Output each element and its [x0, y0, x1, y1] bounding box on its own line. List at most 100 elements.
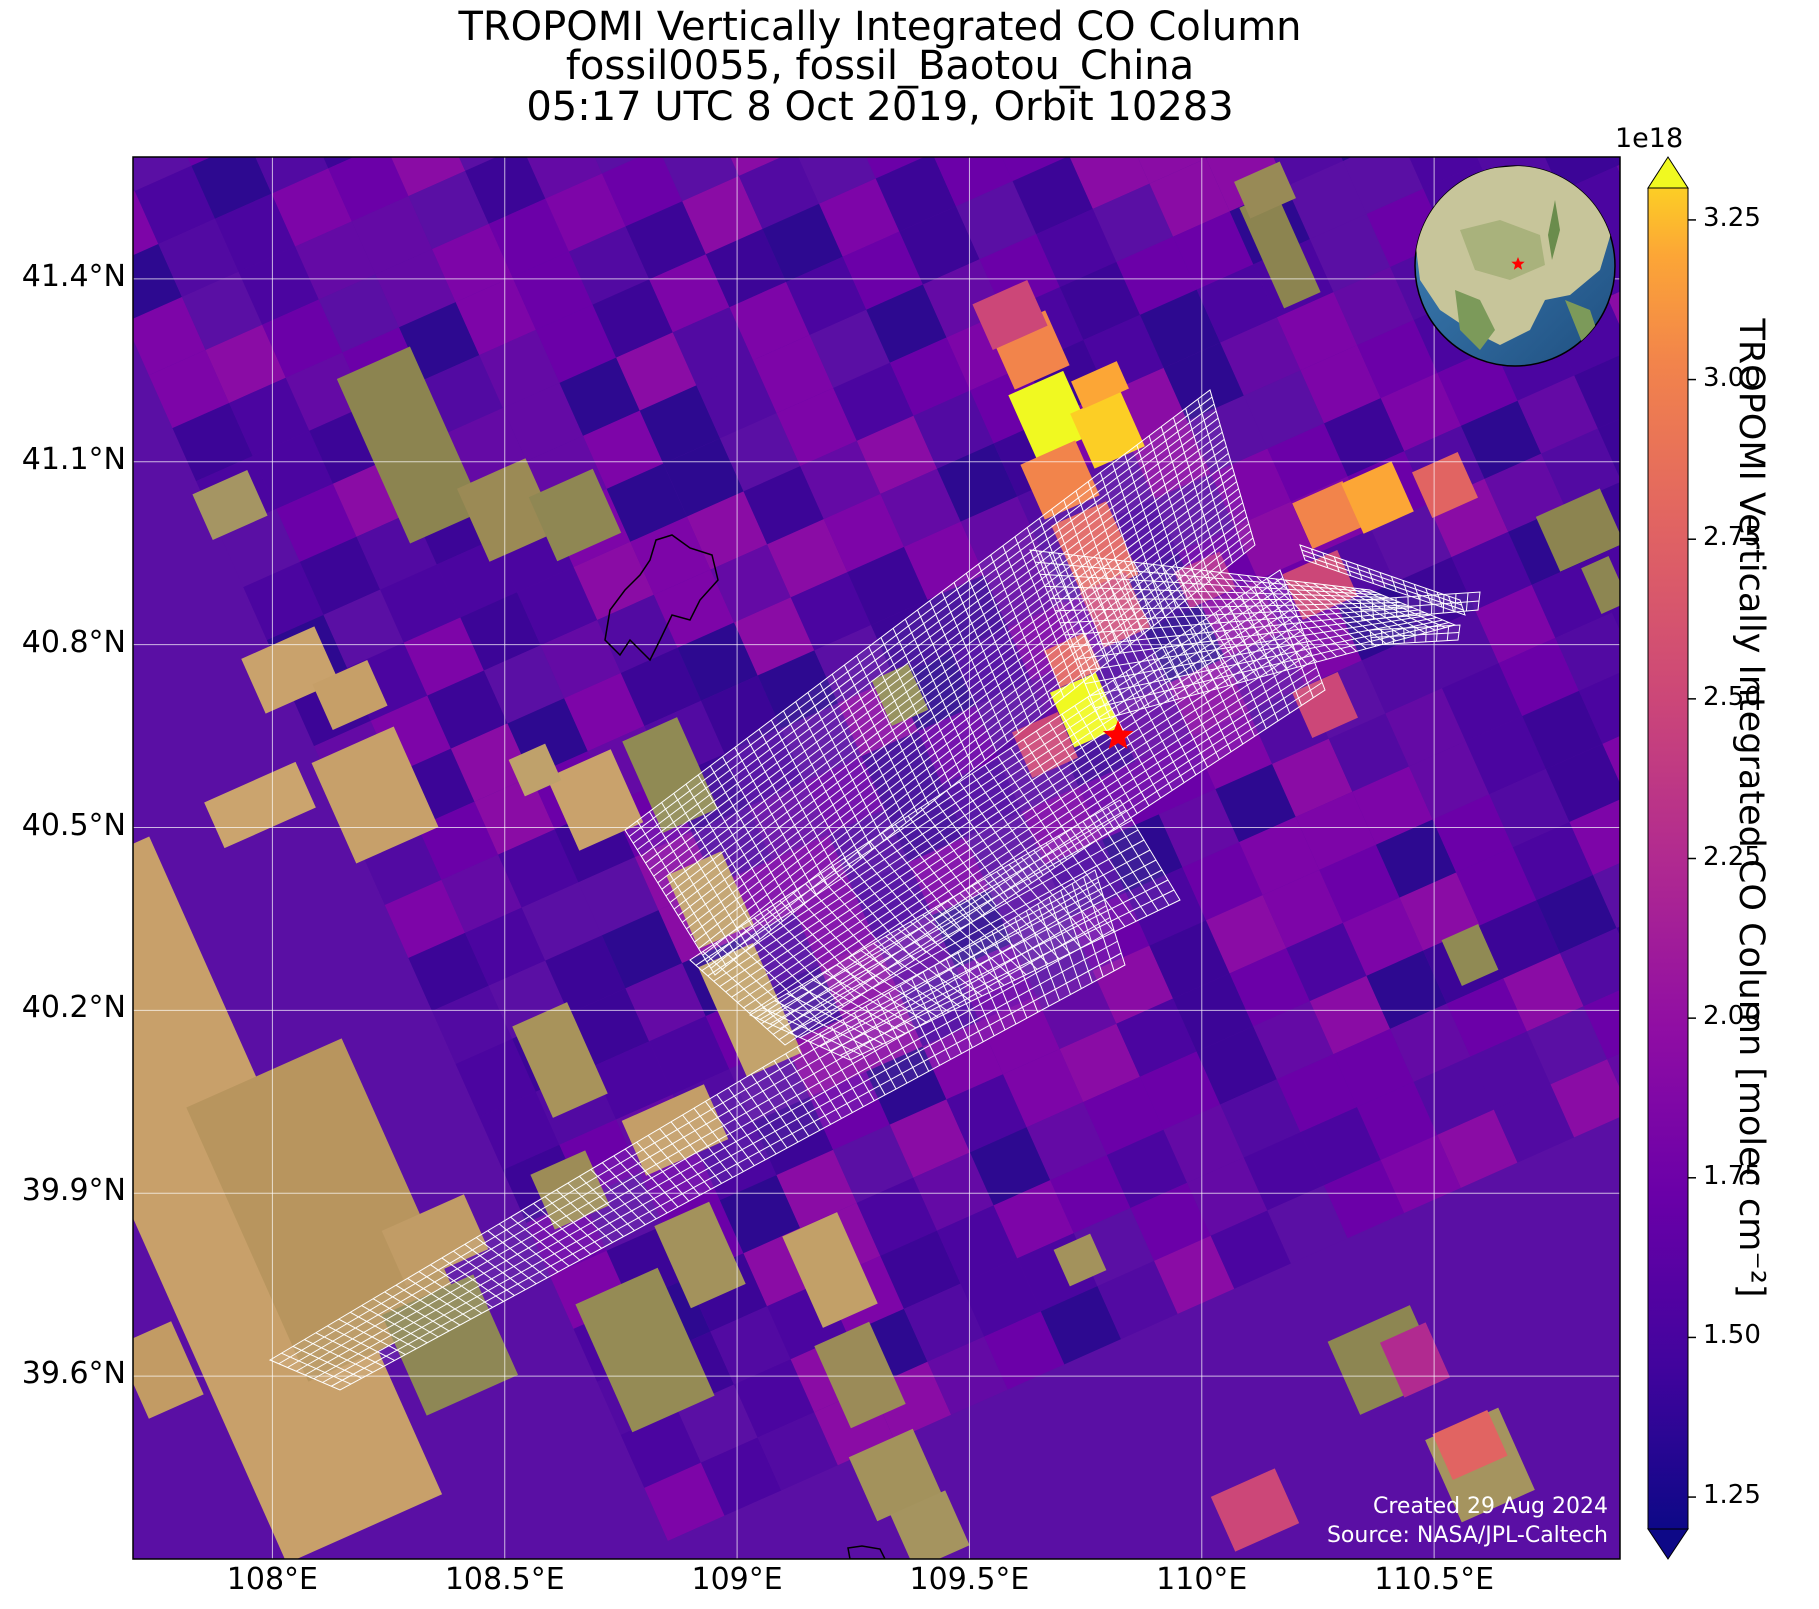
satellite-patch	[1441, 924, 1499, 986]
co-pixel	[984, 1311, 1065, 1390]
co-pixel	[880, 468, 961, 547]
co-pixel	[823, 493, 905, 573]
co-pixel	[767, 519, 848, 598]
co-pixel	[875, 157, 956, 232]
co-enhancement-pixel	[1020, 440, 1100, 520]
co-pixel	[1012, 157, 1093, 235]
co-pixel	[1003, 1048, 1084, 1128]
satellite-patch	[456, 458, 559, 562]
co-pixel	[1182, 842, 1263, 921]
co-pixel	[602, 157, 683, 227]
co-pixel	[594, 157, 639, 174]
co-pixel	[772, 73, 852, 151]
co-pixel	[889, 337, 971, 416]
co-pixel	[734, 597, 815, 676]
co-pixel	[1276, 1054, 1358, 1133]
co-pixel	[1442, 663, 1523, 742]
co-pixel	[790, 572, 871, 651]
co-pixel	[285, 352, 366, 431]
co-pixel	[238, 246, 319, 325]
co-pixel	[1476, 157, 1495, 164]
colorbar-extend-max	[1647, 156, 1689, 189]
co-pixel	[1026, 1101, 1107, 1181]
co-pixel	[833, 1124, 914, 1203]
co-pixel	[1328, 713, 1409, 792]
co-pixel	[1470, 1031, 1551, 1110]
satellite-patch	[814, 1321, 906, 1429]
co-pixel	[299, 536, 381, 615]
co-pixel	[644, 1462, 725, 1541]
co-pixel	[649, 1016, 730, 1095]
co-pixel	[1173, 211, 1254, 290]
co-pixel	[630, 516, 711, 595]
co-pixel	[214, 193, 296, 272]
co-pixel	[909, 75, 989, 153]
co-pixel	[1593, 863, 1620, 929]
satellite-patch	[621, 1084, 729, 1176]
co-pixel	[276, 483, 357, 562]
co-pixel	[1273, 157, 1343, 187]
satellite-patch	[546, 749, 644, 851]
satellite-patch	[890, 1490, 970, 1559]
co-pixel	[133, 244, 182, 319]
co-pixel	[526, 157, 603, 199]
satellite-patch	[654, 1201, 746, 1309]
co-pixel	[663, 438, 744, 517]
co-pixel	[133, 157, 192, 192]
co-pixel	[682, 176, 763, 255]
co-pixel	[1130, 1182, 1211, 1261]
co-pixel	[1309, 975, 1391, 1055]
co-pixel	[1149, 920, 1230, 999]
co-pixel	[564, 672, 645, 752]
colorbar-tick: 2.75	[1703, 522, 1761, 553]
co-pixel	[1437, 1109, 1518, 1188]
co-pixel	[1059, 261, 1141, 341]
co-pixel	[1375, 819, 1457, 898]
lat-label: 40.5°N	[21, 807, 126, 843]
co-pixel	[904, 521, 985, 600]
satellite-patch	[1535, 488, 1620, 572]
co-pixel	[798, 157, 876, 204]
co-pixel	[730, 157, 782, 177]
colorbar-gradient	[1647, 187, 1689, 1530]
co-pixel	[1342, 157, 1424, 214]
co-pixel	[323, 157, 354, 169]
co-pixel	[757, 650, 838, 729]
co-pixel	[1409, 157, 1480, 189]
co-pixel	[913, 390, 994, 469]
co-pixel	[488, 198, 569, 277]
satellite-patch	[133, 836, 443, 1559]
co-pixel	[1541, 428, 1620, 507]
co-pixel	[1243, 370, 1325, 449]
map-frame	[132, 156, 1621, 1560]
co-pixel	[148, 349, 230, 429]
co-pixel	[1460, 400, 1542, 479]
co-pixel	[1309, 213, 1391, 293]
lon-label: 109°E	[691, 1562, 783, 1597]
title-line-1: TROPOMI Vertically Integrated CO Column	[458, 4, 1302, 50]
co-pixel	[1135, 736, 1216, 815]
co-pixel	[1262, 869, 1343, 949]
co-pixel	[1116, 998, 1197, 1077]
co-pixel	[1559, 928, 1620, 1007]
co-pixel	[559, 357, 640, 436]
co-pixel	[545, 935, 626, 1014]
co-pixel	[391, 157, 466, 197]
co-pixel	[866, 157, 925, 179]
co-pixel	[625, 963, 706, 1042]
co-pixel	[455, 1038, 536, 1117]
co-pixel	[1432, 794, 1513, 873]
satellite-patch	[204, 761, 316, 849]
co-pixel	[969, 1127, 1051, 1206]
co-pixel	[133, 296, 206, 376]
co-pixel	[578, 857, 659, 936]
lon-label: 109.5°E	[909, 1562, 1030, 1597]
co-pixel	[1498, 637, 1579, 717]
satellite-patch	[1234, 161, 1296, 219]
colorbar-tick: 3.25	[1703, 202, 1761, 233]
co-enhancement-pixel	[1008, 370, 1092, 460]
co-pixel	[800, 440, 881, 520]
co-pixel	[1187, 1157, 1268, 1236]
co-pixel	[1140, 289, 1221, 368]
co-pixel	[1352, 766, 1433, 845]
